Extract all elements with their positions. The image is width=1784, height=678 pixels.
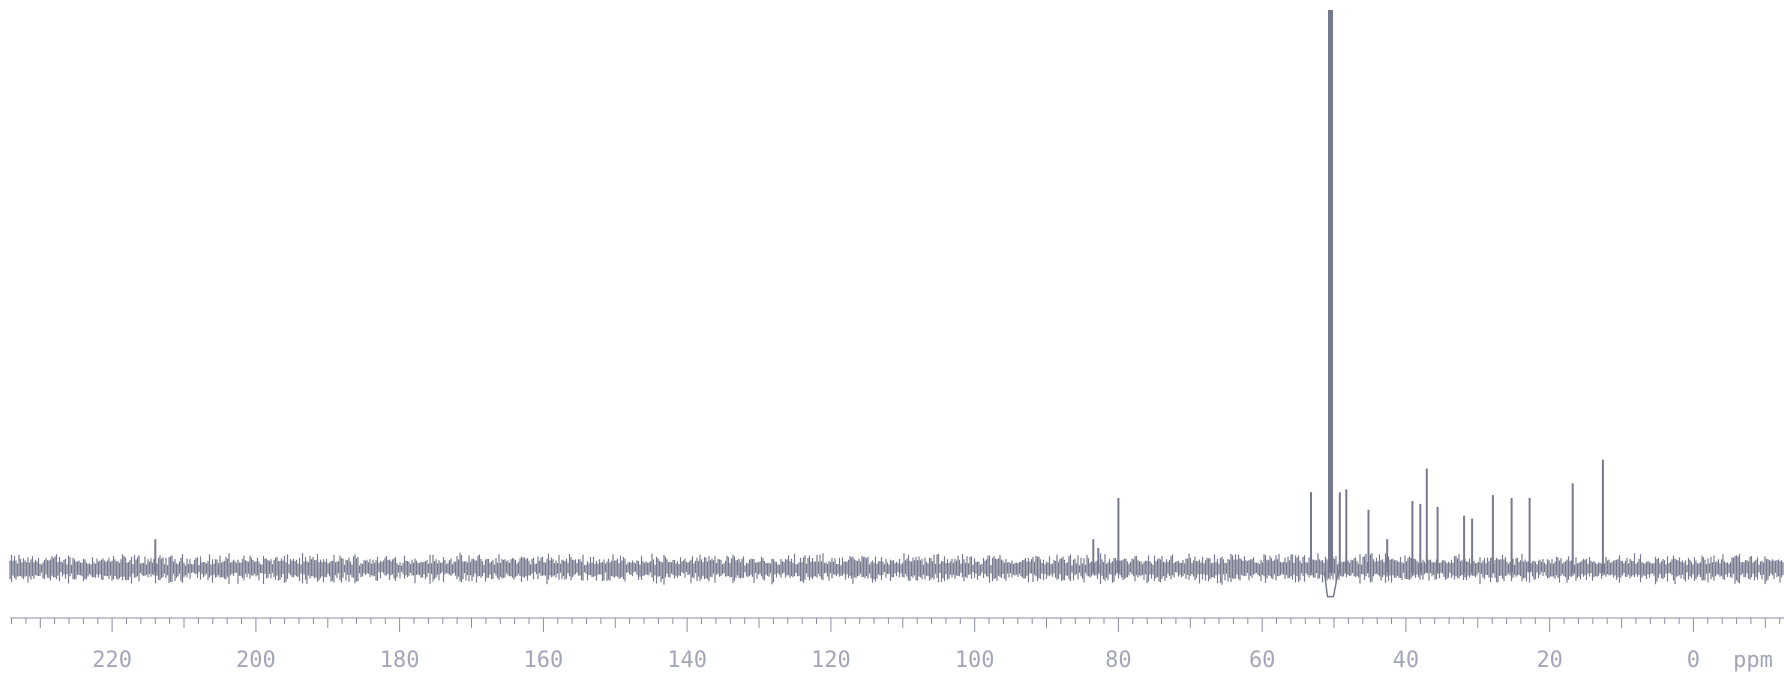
solvent-peak-base	[1323, 570, 1340, 598]
x-tick-label: 160	[524, 648, 564, 673]
x-tick-label: 180	[380, 648, 420, 673]
x-tick-label: 40	[1393, 648, 1420, 673]
peaks-group	[154, 10, 1604, 598]
x-tick-label: 80	[1105, 648, 1132, 673]
x-tick-label: 140	[667, 648, 707, 673]
x-tick-label: 20	[1536, 648, 1563, 673]
x-tick-label: 220	[92, 648, 132, 673]
x-tick-label: 0	[1687, 648, 1700, 673]
x-axis	[10, 617, 1784, 632]
baseline-noise-trace	[9, 552, 1784, 585]
baseline-noise	[9, 552, 1784, 585]
x-tick-label: 100	[955, 648, 995, 673]
x-tick-label: 60	[1249, 648, 1276, 673]
x-unit-label: ppm	[1733, 648, 1773, 673]
x-tick-label: 200	[236, 648, 276, 673]
x-tick-label: 120	[811, 648, 851, 673]
x-tick-labels: 220 200 180 160 140 120 100 80 60 40 20 0	[92, 648, 1700, 673]
